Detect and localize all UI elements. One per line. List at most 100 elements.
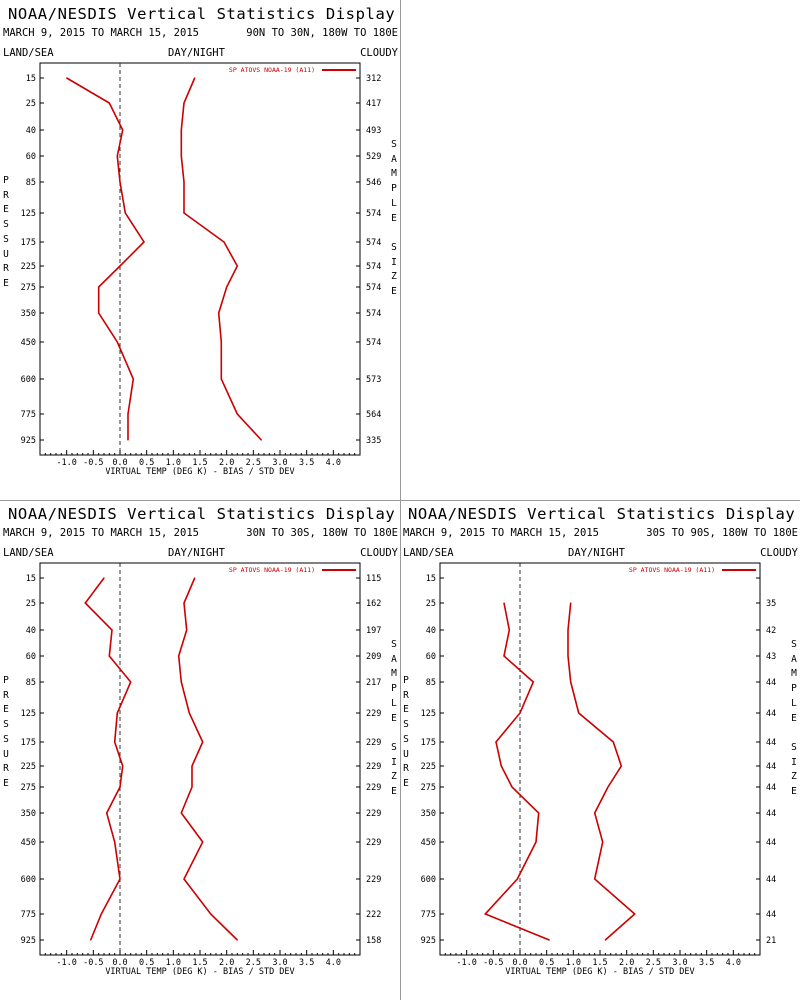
bias-point <box>66 77 68 79</box>
x-tick-label: 2.0 <box>219 458 234 468</box>
bias-series-line <box>84 577 132 941</box>
axis-label-char: E <box>391 286 397 298</box>
axis-label-char: Z <box>391 771 397 783</box>
axis-label-char: R <box>3 763 9 775</box>
pressure-level-label: 925 <box>421 936 436 946</box>
sample-size-label: 574 <box>366 283 381 293</box>
sample-size-label: 573 <box>366 375 381 385</box>
std-dev-point <box>220 341 222 343</box>
sample-size-label: 574 <box>366 238 381 248</box>
sample-size-label: 229 <box>366 875 381 885</box>
panel-title: NOAA/NESDIS Vertical Statistics Display <box>8 5 396 23</box>
axis-label-char: E <box>3 277 9 289</box>
x-tick-label: 1.0 <box>166 458 181 468</box>
bias-point <box>114 741 116 743</box>
pressure-level-label: 350 <box>21 309 36 319</box>
pressure-level-label: 275 <box>421 783 436 793</box>
std-dev-point <box>634 913 636 915</box>
sample-size-label: 44 <box>766 738 776 748</box>
std-dev-point <box>180 129 182 131</box>
stats-panel-30s-90s: NOAA/NESDIS Vertical Statistics Display … <box>400 500 800 1000</box>
axis-label-char: M <box>391 168 397 180</box>
pressure-level-label: 225 <box>421 762 436 772</box>
x-tick-label: 0.0 <box>112 958 127 968</box>
axis-label-char: A <box>791 653 797 665</box>
bias-point <box>119 181 121 183</box>
bias-point <box>100 913 102 915</box>
sample-size-label: 44 <box>766 910 776 920</box>
pressure-level-label: 450 <box>21 338 36 348</box>
sample-size-label: 44 <box>766 762 776 772</box>
axis-label-char: E <box>3 704 9 716</box>
sample-size-label: 197 <box>366 626 381 636</box>
x-tick-label: -0.5 <box>83 958 103 968</box>
sample-size-label: 217 <box>366 678 381 688</box>
std-dev-point <box>620 765 622 767</box>
x-tick-label: -0.5 <box>83 458 103 468</box>
axis-label-char <box>388 726 400 741</box>
axis-label-char: I <box>391 256 397 268</box>
std-dev-point <box>236 939 238 941</box>
bias-point <box>127 413 129 415</box>
x-tick-label: 0.5 <box>139 958 154 968</box>
std-dev-point <box>226 286 228 288</box>
cloudy-header: CLOUDY <box>360 547 398 559</box>
std-dev-point <box>180 155 182 157</box>
x-tick-label: 3.5 <box>299 458 314 468</box>
axis-label-char: E <box>3 777 9 789</box>
region-label: 90N TO 30N, 180W TO 180E <box>246 27 398 39</box>
std-dev-point <box>612 741 614 743</box>
axis-label-char: S <box>391 741 397 753</box>
axis-label-char: P <box>391 683 397 695</box>
x-tick-label: 4.0 <box>726 958 741 968</box>
pressure-level-label: 60 <box>26 152 36 162</box>
bias-point <box>119 786 121 788</box>
bias-point <box>503 602 505 604</box>
axis-label-char: S <box>403 733 409 745</box>
std-dev-point <box>567 629 569 631</box>
pressure-level-label: 85 <box>26 678 36 688</box>
vertical-stats-chart: 15 115 25 162 40 197 60 209 85 217 125 229 175 229 225… <box>21 562 381 977</box>
bias-point <box>108 102 110 104</box>
std-dev-point <box>191 786 193 788</box>
pressure-level-label: 60 <box>26 652 36 662</box>
sample-size-label: 229 <box>366 809 381 819</box>
axis-label-char: R <box>3 263 9 275</box>
axis-label-char: P <box>791 683 797 695</box>
bias-series-line <box>66 77 146 440</box>
pressure-level-label: 15 <box>26 74 36 84</box>
axis-label-char: E <box>3 204 9 216</box>
x-tick-label: -0.5 <box>483 958 503 968</box>
legend-label: SP ATOVS NOAA-19 (A11) <box>229 566 315 574</box>
horizontal-divider <box>0 500 800 501</box>
cloudy-header: CLOUDY <box>360 47 398 59</box>
cloudy-header: CLOUDY <box>760 547 798 559</box>
bias-point <box>98 286 100 288</box>
std-dev-point <box>604 939 606 941</box>
axis-label-char: S <box>791 639 797 650</box>
pressure-level-label: 350 <box>421 809 436 819</box>
x-tick-label: -1.0 <box>56 958 76 968</box>
sample-size-label: 44 <box>766 709 776 719</box>
bias-point <box>122 765 124 767</box>
axis-label-char: Z <box>391 271 397 283</box>
pressure-level-label: 40 <box>426 626 436 636</box>
panel-title: NOAA/NESDIS Vertical Statistics Display <box>8 505 396 523</box>
date-range: MARCH 9, 2015 TO MARCH 15, 2015 <box>3 27 199 39</box>
day-night-header: DAY/NIGHT <box>168 47 225 59</box>
pressure-level-label: 85 <box>26 178 36 188</box>
axis-label-char: R <box>403 689 409 701</box>
plot-frame <box>439 562 761 956</box>
pressure-level-label: 275 <box>21 283 36 293</box>
axis-label-char: P <box>3 175 9 186</box>
bias-point <box>516 878 518 880</box>
axis-label-char: M <box>391 668 397 680</box>
std-dev-point <box>194 577 196 579</box>
sample-size-label: 44 <box>766 783 776 793</box>
sample-size-label: 44 <box>766 838 776 848</box>
axis-label-char: Z <box>791 771 797 783</box>
std-dev-point <box>218 312 220 314</box>
x-tick-label: -1.0 <box>56 458 76 468</box>
